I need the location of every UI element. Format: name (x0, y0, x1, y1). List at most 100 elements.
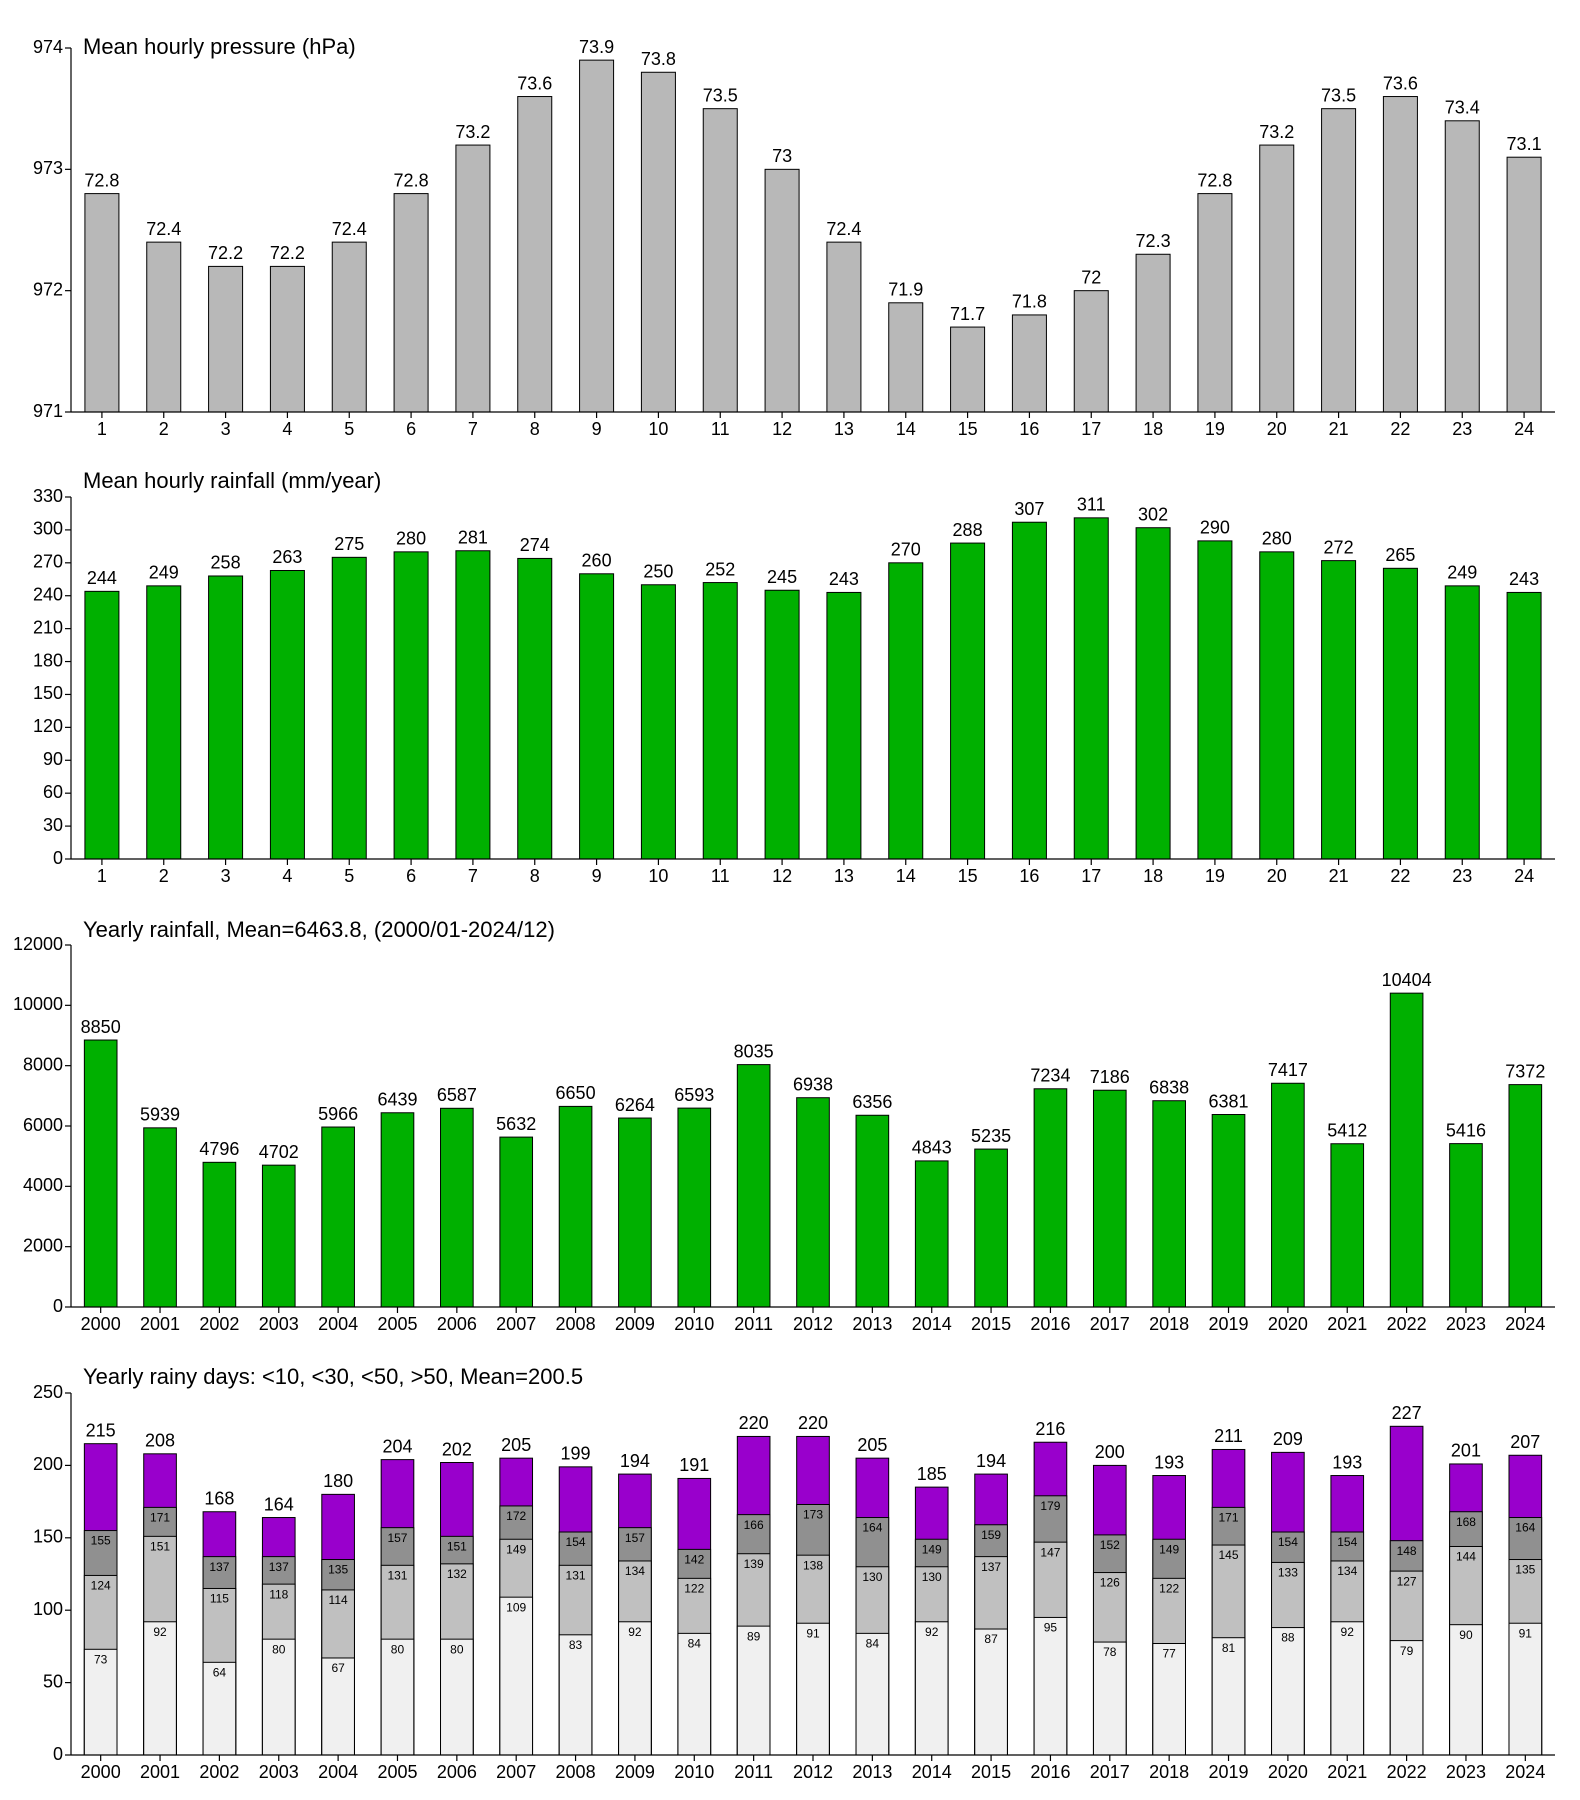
x-tick-label: 5 (344, 419, 354, 439)
x-tick-label: 22 (1390, 866, 1410, 886)
bar (764, 168, 800, 413)
value-label: 243 (829, 569, 859, 589)
bar (331, 241, 367, 413)
bar (618, 1621, 652, 1756)
bar (1271, 1082, 1305, 1308)
bar (83, 1039, 118, 1308)
bar (974, 1148, 1008, 1308)
value-label: 7372 (1505, 1061, 1545, 1081)
bar (1259, 551, 1295, 860)
y-tick-label: 8000 (23, 1054, 63, 1074)
value-label: 80 (391, 1642, 405, 1656)
x-tick-label: 14 (896, 866, 916, 886)
bar (143, 1127, 177, 1308)
x-tick-label: 13 (834, 419, 854, 439)
bar (764, 589, 800, 860)
x-tick-label: 2009 (615, 1314, 655, 1334)
x-tick-label: 1 (97, 419, 107, 439)
bar (1389, 992, 1424, 1308)
value-label: 134 (625, 1564, 645, 1578)
value-label: 148 (1397, 1544, 1417, 1558)
value-label: 149 (922, 1542, 942, 1556)
x-tick-label: 19 (1205, 419, 1225, 439)
bar (855, 1632, 890, 1756)
x-tick-label: 11 (711, 866, 730, 886)
value-label: 87 (984, 1632, 998, 1646)
x-tick-label: 2023 (1446, 1762, 1486, 1782)
value-label: 4702 (259, 1142, 299, 1162)
y-tick-label: 60 (43, 782, 63, 802)
value-label: 142 (684, 1553, 704, 1567)
bar (914, 1160, 949, 1308)
bar (517, 557, 553, 860)
bar (1011, 521, 1047, 860)
x-tick-label: 2002 (199, 1762, 239, 1782)
value-label: 252 (705, 559, 735, 579)
bar (440, 1638, 474, 1756)
value-label: 151 (447, 1540, 467, 1554)
bar (83, 1648, 118, 1756)
bar (146, 585, 182, 860)
value-label: 73.2 (455, 122, 490, 142)
bar (1321, 560, 1357, 860)
value-label: 149 (506, 1542, 526, 1556)
x-tick-label: 15 (958, 419, 978, 439)
value-label: 131 (387, 1568, 407, 1582)
y-tick-label: 210 (33, 617, 63, 637)
x-tick-label: 16 (1019, 866, 1039, 886)
x-tick-label: 2024 (1505, 1762, 1545, 1782)
value-label: 179 (1040, 1499, 1060, 1513)
x-tick-label: 2001 (140, 1762, 180, 1782)
bar (1152, 1100, 1186, 1308)
value-label: 8850 (81, 1017, 121, 1037)
value-label: 81 (1222, 1641, 1236, 1655)
bar (1092, 1641, 1127, 1756)
value-label: 274 (520, 535, 550, 555)
y-tick-label: 2000 (23, 1235, 63, 1255)
y-tick-label: 270 (33, 552, 63, 572)
value-label: 134 (1337, 1564, 1357, 1578)
x-tick-label: 13 (834, 866, 854, 886)
x-tick-label: 4 (282, 419, 292, 439)
value-label: 258 (211, 553, 241, 573)
x-tick-label: 2016 (1030, 1762, 1070, 1782)
bar (1135, 253, 1171, 413)
bar (579, 573, 615, 860)
value-label: 84 (866, 1637, 880, 1651)
bar (261, 1638, 296, 1756)
value-label: 132 (447, 1567, 467, 1581)
bar (1330, 1143, 1365, 1308)
x-tick-label: 8 (530, 866, 540, 886)
bar (579, 59, 615, 413)
value-label: 205 (857, 1435, 887, 1455)
x-tick-label: 2023 (1446, 1314, 1486, 1334)
bar (393, 551, 429, 860)
bar (736, 1625, 771, 1756)
value-label: 6356 (852, 1092, 892, 1112)
value-label: 302 (1138, 504, 1168, 524)
value-label: 5235 (971, 1126, 1011, 1146)
x-tick-label: 16 (1019, 419, 1039, 439)
bar (1135, 527, 1171, 860)
value-label: 200 (1095, 1442, 1125, 1462)
bar (640, 584, 676, 860)
value-label: 92 (1341, 1625, 1355, 1639)
x-tick-label: 2008 (556, 1762, 596, 1782)
value-label: 245 (767, 567, 797, 587)
value-label: 92 (153, 1625, 167, 1639)
x-tick-label: 2 (159, 866, 169, 886)
value-label: 79 (1400, 1644, 1414, 1658)
value-label: 77 (1162, 1647, 1176, 1661)
value-label: 72.3 (1136, 231, 1171, 251)
value-label: 126 (1100, 1576, 1120, 1590)
x-tick-label: 2001 (140, 1314, 180, 1334)
bar (380, 1112, 415, 1308)
x-tick-label: 2014 (912, 1762, 952, 1782)
value-label: 83 (569, 1638, 583, 1652)
bar (1382, 567, 1418, 860)
bar (1506, 156, 1542, 413)
x-tick-label: 2005 (377, 1314, 417, 1334)
value-label: 263 (272, 547, 302, 567)
value-label: 171 (1219, 1511, 1239, 1525)
value-label: 5412 (1327, 1120, 1367, 1140)
